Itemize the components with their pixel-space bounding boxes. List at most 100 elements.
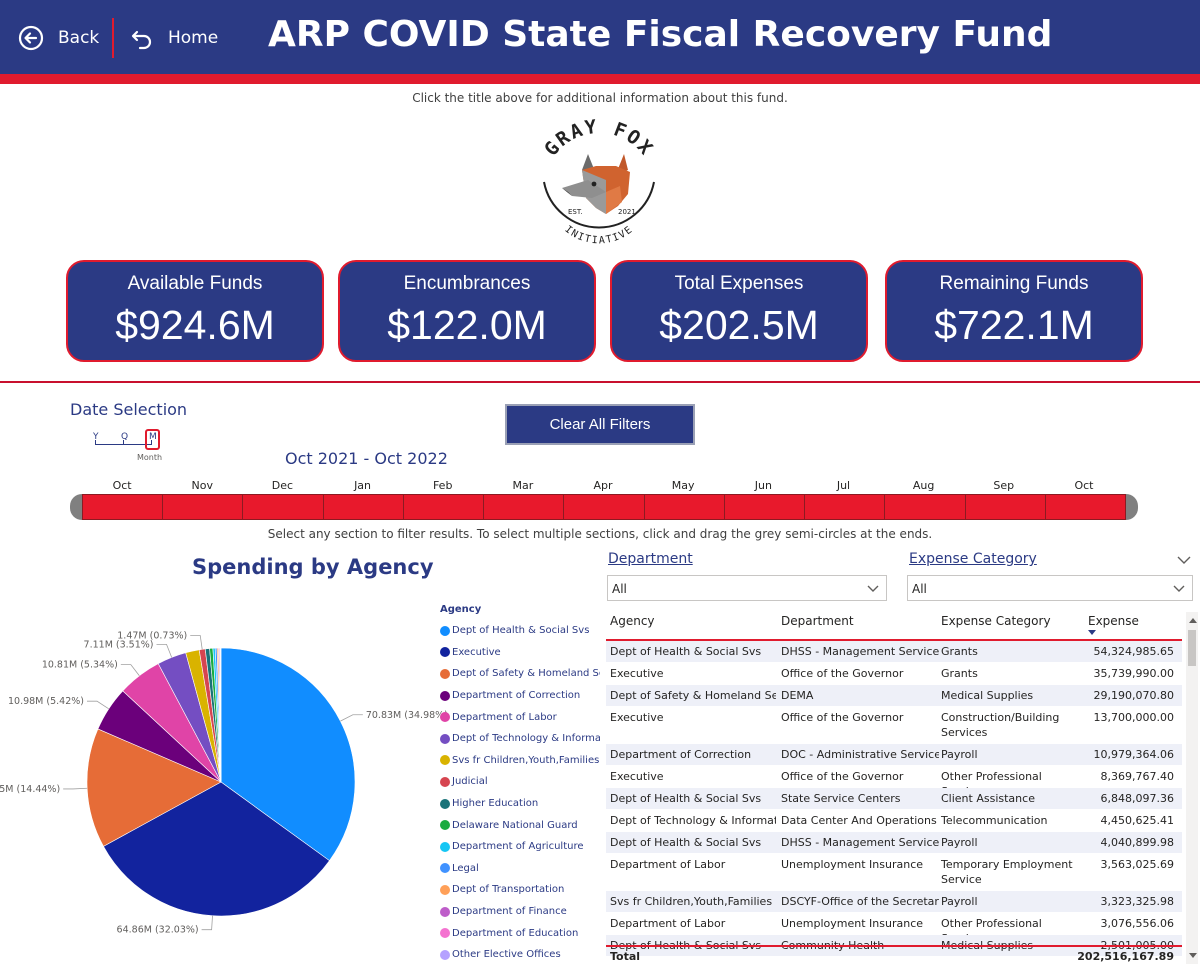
timeline-segment[interactable] bbox=[403, 495, 485, 519]
legend-label: Legal bbox=[452, 862, 479, 874]
granularity-month[interactable]: M bbox=[149, 432, 157, 442]
legend-item[interactable]: Dept of Technology & Informati bbox=[440, 728, 600, 750]
clear-all-filters-button[interactable]: Clear All Filters bbox=[505, 404, 695, 445]
legend-label: Judicial bbox=[452, 776, 488, 788]
department-dropdown[interactable]: All bbox=[607, 575, 887, 601]
table-header: Agency Department Expense Category Expen… bbox=[606, 608, 1182, 641]
timeline-segment[interactable] bbox=[484, 495, 565, 519]
timeline-month-labels: Oct Nov Dec Jan Feb Mar Apr May Jun Jul … bbox=[82, 479, 1124, 493]
chevron-down-icon[interactable] bbox=[1176, 553, 1192, 567]
timeline-segment[interactable] bbox=[323, 495, 404, 519]
kpi-remaining-funds: Remaining Funds $722.1M bbox=[885, 260, 1143, 362]
back-arrow-icon bbox=[18, 25, 44, 51]
expense-category-dropdown[interactable]: All bbox=[907, 575, 1193, 601]
legend-item[interactable]: Department of Education bbox=[440, 922, 600, 944]
department-slicer-label[interactable]: Department bbox=[608, 551, 693, 567]
expense-category-cell: Payroll bbox=[941, 748, 978, 761]
timeline-segment[interactable] bbox=[644, 495, 725, 519]
legend-swatch bbox=[440, 906, 450, 917]
legend-label: Department of Labor bbox=[452, 711, 557, 723]
date-timeline[interactable] bbox=[70, 494, 1138, 520]
page-title[interactable]: ARP COVID State Fiscal Recovery Fund bbox=[268, 14, 1053, 55]
legend-item[interactable]: Legal bbox=[440, 858, 600, 880]
legend-label: Other Elective Offices bbox=[452, 949, 561, 961]
table-row[interactable]: Dept of Safety & Homeland Sec DEMA Medical… bbox=[606, 685, 1182, 707]
legend-item[interactable]: Dept of Safety & Homeland Sec bbox=[440, 663, 600, 685]
legend-item[interactable]: Department of Finance bbox=[440, 901, 600, 923]
table-row[interactable]: Department of Correction DOC - Administra… bbox=[606, 744, 1182, 766]
expense-category-cell: Temporary Employment Service bbox=[941, 858, 1073, 886]
timeline-segment[interactable] bbox=[805, 495, 886, 519]
home-button[interactable]: Home bbox=[130, 22, 218, 54]
legend-label: Svs fr Children,Youth,Families bbox=[452, 754, 600, 766]
column-header-expense-category[interactable]: Expense Category bbox=[941, 614, 1051, 628]
table-row[interactable]: Executive Office of the Governor Other Pro… bbox=[606, 766, 1182, 798]
back-button[interactable]: Back bbox=[18, 22, 99, 54]
month-label: Oct bbox=[112, 479, 132, 492]
pie-slice[interactable] bbox=[86, 728, 222, 847]
table-row[interactable]: Executive Office of the Governor Grants 35,… bbox=[606, 663, 1182, 685]
pie-slice[interactable] bbox=[220, 647, 356, 862]
timeline-segment[interactable] bbox=[965, 495, 1046, 519]
granularity-year[interactable]: Y bbox=[93, 432, 99, 442]
timeline-segment[interactable] bbox=[724, 495, 806, 519]
scroll-up-icon[interactable] bbox=[1189, 618, 1197, 623]
spending-pie-chart[interactable]: 70.83M (34.98%) 64.86M (32.03%) 29.25M (14… bbox=[0, 590, 600, 970]
nav-divider bbox=[112, 18, 114, 58]
table-row[interactable]: Dept of Technology & Informati Data Cente… bbox=[606, 810, 1182, 832]
table-body: Dept of Health & Social Svs DHSS - Manage… bbox=[606, 641, 1182, 957]
legend-item[interactable]: Dept of Transportation bbox=[440, 879, 600, 901]
timeline-segment[interactable] bbox=[564, 495, 645, 519]
department-cell: Unemployment Insurance bbox=[781, 858, 924, 871]
timeline-bar[interactable] bbox=[82, 494, 1126, 520]
table-row[interactable]: Dept of Health & Social Svs DHSS - Manage… bbox=[606, 641, 1182, 663]
total-value: 202,516,167.89 bbox=[1077, 950, 1174, 963]
column-header-agency[interactable]: Agency bbox=[610, 614, 655, 628]
gray-fox-logo: GRAY FOX INITIATIVE EST. 2021 bbox=[540, 116, 656, 247]
table-row[interactable]: Department of Labor Unemployment Insuranc… bbox=[606, 854, 1182, 891]
pie-slice[interactable] bbox=[220, 647, 222, 783]
expense-cell: 6,848,097.36 bbox=[1100, 792, 1174, 805]
scrollbar-thumb[interactable] bbox=[1188, 630, 1196, 666]
table-row[interactable]: Executive Office of the Governor Construct… bbox=[606, 707, 1182, 744]
scroll-down-icon[interactable] bbox=[1189, 953, 1197, 958]
column-header-department[interactable]: Department bbox=[781, 614, 854, 628]
home-undo-icon bbox=[131, 30, 152, 50]
column-header-expense[interactable]: Expense bbox=[1088, 614, 1139, 628]
granularity-selector[interactable]: Y Q M Month bbox=[92, 428, 172, 464]
table-row[interactable]: Dept of Health & Social Svs State Service… bbox=[606, 788, 1182, 810]
legend-item[interactable]: Dept of Health & Social Svs bbox=[440, 620, 600, 642]
month-label: Mar bbox=[512, 479, 534, 492]
legend-item[interactable]: Judicial bbox=[440, 771, 600, 793]
timeline-segment[interactable] bbox=[163, 495, 244, 519]
legend-item[interactable]: Executive bbox=[440, 642, 600, 664]
legend-swatch bbox=[440, 690, 450, 701]
legend-label: Dept of Safety & Homeland Sec bbox=[452, 668, 600, 680]
expense-category-cell: Payroll bbox=[941, 895, 978, 908]
expense-category-slicer-label[interactable]: Expense Category bbox=[909, 551, 1037, 567]
legend-item[interactable]: Other Elective Offices bbox=[440, 944, 600, 966]
legend-item[interactable]: Delaware National Guard bbox=[440, 814, 600, 836]
timeline-segment[interactable] bbox=[83, 495, 164, 519]
legend-item[interactable]: Department of Labor bbox=[440, 706, 600, 728]
pie-data-label: 1.47M (0.73%) bbox=[117, 630, 187, 641]
table-row[interactable]: Svs fr Children,Youth,Families DSCYF-Offi… bbox=[606, 891, 1182, 913]
legend-swatch bbox=[440, 863, 450, 874]
table-scrollbar[interactable] bbox=[1186, 612, 1198, 964]
kpi-total-expenses: Total Expenses $202.5M bbox=[610, 260, 868, 362]
granularity-quarter[interactable]: Q bbox=[121, 432, 129, 442]
legend-item[interactable]: Department of Correction bbox=[440, 685, 600, 707]
legend-item[interactable]: Department of Agriculture bbox=[440, 836, 600, 858]
month-label: Oct bbox=[1074, 479, 1094, 492]
department-cell: Office of the Governor bbox=[781, 667, 904, 680]
legend-label: Dept of Health & Social Svs bbox=[452, 625, 590, 637]
table-row[interactable]: Dept of Health & Social Svs DHSS - Manage… bbox=[606, 832, 1182, 854]
timeline-segment[interactable] bbox=[1045, 495, 1126, 519]
table-row[interactable]: Department of Labor Unemployment Insuranc… bbox=[606, 913, 1182, 945]
timeline-segment[interactable] bbox=[243, 495, 324, 519]
legend-item[interactable]: Svs fr Children,Youth,Families bbox=[440, 750, 600, 772]
legend-item[interactable]: Higher Education bbox=[440, 793, 600, 815]
legend-swatch bbox=[440, 647, 450, 658]
timeline-segment[interactable] bbox=[885, 495, 966, 519]
legend-swatch bbox=[440, 712, 450, 723]
